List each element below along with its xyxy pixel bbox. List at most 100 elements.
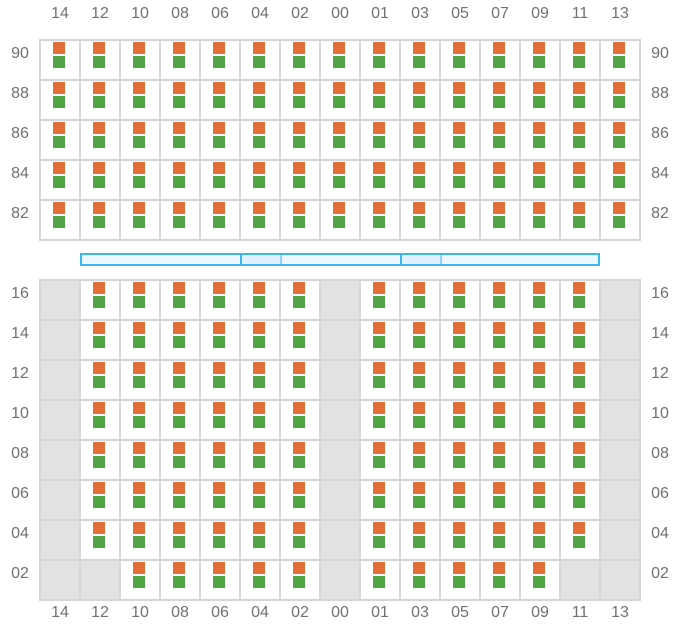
top-cell[interactable] [399,79,441,121]
bottom-cell[interactable] [159,439,201,481]
top-cell[interactable] [199,39,241,81]
bottom-cell[interactable] [119,399,161,441]
bottom-cell[interactable] [239,359,281,401]
bottom-cell[interactable] [239,439,281,481]
bottom-cell[interactable] [439,399,481,441]
bottom-cell[interactable] [359,319,401,361]
bottom-cell[interactable] [199,479,241,521]
top-cell[interactable] [439,79,481,121]
top-cell[interactable] [279,199,321,241]
top-cell[interactable] [359,79,401,121]
top-cell[interactable] [239,119,281,161]
top-cell[interactable] [519,199,561,241]
bottom-cell[interactable] [399,519,441,561]
top-cell[interactable] [279,39,321,81]
bottom-cell[interactable] [239,519,281,561]
top-cell[interactable] [79,199,121,241]
bottom-cell[interactable] [79,279,121,321]
bottom-cell[interactable] [359,359,401,401]
top-cell[interactable] [79,159,121,201]
top-cell[interactable] [199,159,241,201]
bottom-cell[interactable] [399,399,441,441]
bottom-cell[interactable] [199,559,241,601]
bottom-cell[interactable] [79,359,121,401]
top-cell[interactable] [119,119,161,161]
bottom-cell[interactable] [359,559,401,601]
bottom-cell[interactable] [439,519,481,561]
bottom-cell[interactable] [199,359,241,401]
top-cell[interactable] [359,159,401,201]
top-cell[interactable] [479,199,521,241]
bottom-cell[interactable] [399,279,441,321]
bottom-cell[interactable] [559,399,601,441]
bottom-cell[interactable] [79,479,121,521]
top-cell[interactable] [319,39,361,81]
bottom-cell[interactable] [559,359,601,401]
bottom-cell[interactable] [479,519,521,561]
top-cell[interactable] [519,39,561,81]
bottom-cell[interactable] [239,399,281,441]
top-cell[interactable] [279,159,321,201]
top-cell[interactable] [359,119,401,161]
top-cell[interactable] [479,79,521,121]
bottom-cell[interactable] [519,479,561,521]
bottom-cell[interactable] [199,519,241,561]
top-cell[interactable] [399,199,441,241]
bottom-cell[interactable] [519,319,561,361]
bottom-cell[interactable] [239,279,281,321]
bottom-cell[interactable] [479,319,521,361]
bottom-cell[interactable] [479,399,521,441]
bottom-cell[interactable] [159,479,201,521]
bottom-cell[interactable] [399,439,441,481]
bottom-cell[interactable] [439,439,481,481]
top-cell[interactable] [599,199,641,241]
bottom-cell[interactable] [399,479,441,521]
top-cell[interactable] [199,199,241,241]
bottom-cell[interactable] [359,479,401,521]
bottom-cell[interactable] [479,359,521,401]
top-cell[interactable] [479,39,521,81]
bottom-cell[interactable] [559,519,601,561]
top-cell[interactable] [599,159,641,201]
bottom-cell[interactable] [119,319,161,361]
top-cell[interactable] [39,159,81,201]
top-cell[interactable] [239,159,281,201]
bottom-cell[interactable] [399,319,441,361]
top-cell[interactable] [599,79,641,121]
top-cell[interactable] [279,79,321,121]
top-cell[interactable] [39,39,81,81]
top-cell[interactable] [159,79,201,121]
top-cell[interactable] [119,79,161,121]
top-cell[interactable] [559,79,601,121]
top-cell[interactable] [359,199,401,241]
bottom-cell[interactable] [159,559,201,601]
bottom-cell[interactable] [119,439,161,481]
bottom-cell[interactable] [359,399,401,441]
top-cell[interactable] [519,119,561,161]
top-cell[interactable] [439,119,481,161]
bottom-cell[interactable] [159,359,201,401]
top-cell[interactable] [279,119,321,161]
top-cell[interactable] [79,79,121,121]
top-cell[interactable] [319,159,361,201]
bottom-cell[interactable] [519,279,561,321]
top-cell[interactable] [119,39,161,81]
top-cell[interactable] [239,79,281,121]
bottom-cell[interactable] [159,319,201,361]
bottom-cell[interactable] [399,359,441,401]
bottom-cell[interactable] [279,559,321,601]
bottom-cell[interactable] [439,479,481,521]
top-cell[interactable] [119,199,161,241]
bottom-cell[interactable] [79,439,121,481]
bottom-cell[interactable] [439,359,481,401]
bottom-cell[interactable] [79,319,121,361]
bottom-cell[interactable] [519,559,561,601]
bottom-cell[interactable] [239,319,281,361]
top-cell[interactable] [399,39,441,81]
bottom-cell[interactable] [519,439,561,481]
top-cell[interactable] [239,199,281,241]
top-cell[interactable] [199,119,241,161]
top-cell[interactable] [39,79,81,121]
top-cell[interactable] [199,79,241,121]
top-cell[interactable] [479,119,521,161]
